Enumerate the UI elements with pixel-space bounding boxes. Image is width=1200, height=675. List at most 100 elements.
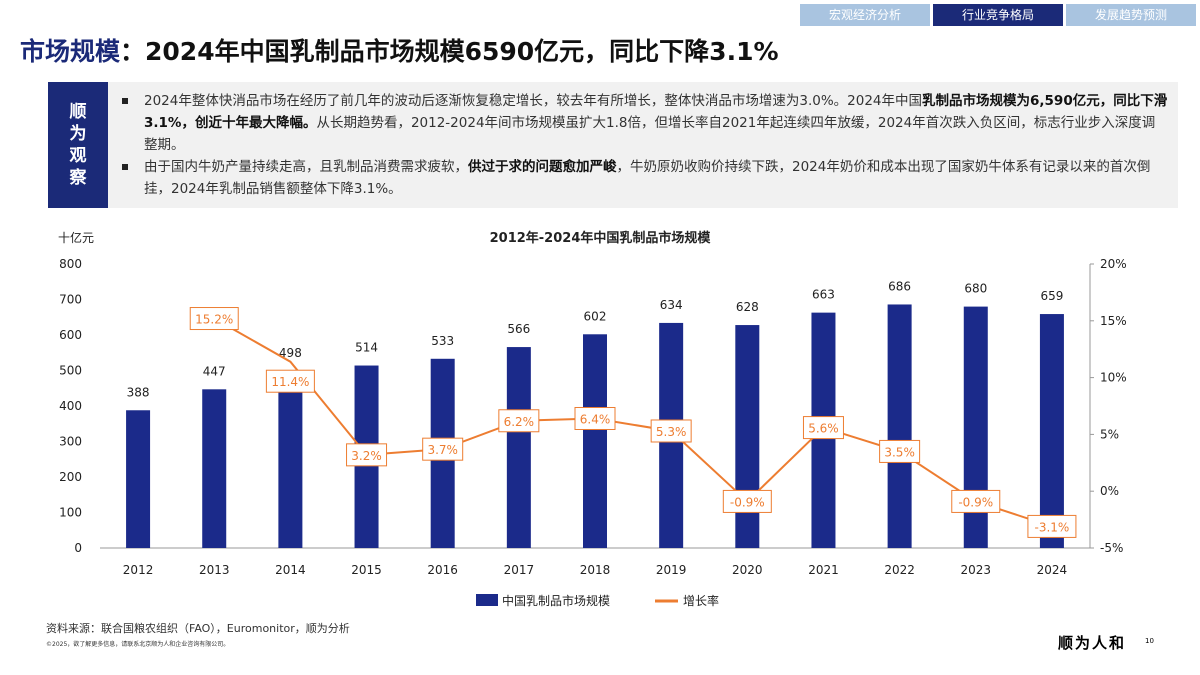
y-tick-label: 600 [59, 328, 82, 342]
x-tick-label: 2019 [656, 563, 687, 577]
tab-trends[interactable]: 发展趋势预测 [1066, 4, 1196, 26]
y-tick-label: 200 [59, 470, 82, 484]
bar-label: 634 [660, 298, 683, 312]
y-axis-label: 十亿元 [58, 230, 94, 245]
growth-label-box [879, 439, 921, 463]
x-tick-label: 2012 [123, 563, 154, 577]
y2-tick-label: 0% [1100, 484, 1119, 498]
growth-label: 3.2% [351, 449, 382, 463]
p2a: 由于国内牛奶产量持续走高，且乳制品消费需求疲软， [144, 159, 468, 175]
bullet-2: 由于国内牛奶产量持续走高，且乳制品消费需求疲软，供过于求的问题愈加严峻，牛奶原奶… [118, 156, 1168, 200]
page-number: 10 [1145, 637, 1154, 645]
y-tick-label: 500 [59, 364, 82, 378]
x-tick-label: 2017 [504, 563, 535, 577]
bar [506, 347, 531, 548]
legend-bar-swatch [476, 594, 498, 606]
copyright: ©2025，欲了解更多信息，请联系北京顺为人和企业咨询有限公司。 [46, 641, 230, 648]
y2-tick-label: 20% [1100, 257, 1127, 271]
y2-tick-label: -5% [1100, 541, 1123, 555]
section-tabs: 宏观经济分析 行业竞争格局 发展趋势预测 [800, 4, 1196, 26]
observation-tag: 顺为观察 [48, 82, 108, 208]
x-tick-label: 2013 [199, 563, 230, 577]
growth-label: -0.9% [958, 495, 993, 509]
x-tick-label: 2014 [275, 563, 306, 577]
y-tick-label: 800 [59, 257, 82, 271]
growth-label: -3.1% [1035, 520, 1070, 534]
y2-tick-label: 5% [1100, 427, 1119, 441]
bar-label: 388 [127, 385, 150, 399]
x-tick-label: 2022 [884, 563, 915, 577]
x-tick-label: 2016 [427, 563, 458, 577]
chart-title: 2012年-2024年中国乳制品市场规模 [490, 230, 712, 246]
y-tick-label: 100 [59, 506, 82, 520]
x-tick-label: 2021 [808, 563, 839, 577]
growth-label: 6.4% [580, 412, 611, 426]
growth-label-box [346, 443, 388, 467]
bar-label: 686 [888, 279, 911, 293]
growth-label-box [574, 406, 616, 430]
y2-tick-label: 10% [1100, 371, 1127, 385]
legend-bar-label: 中国乳制品市场规模 [502, 593, 610, 608]
bar [126, 410, 151, 548]
tab-macro[interactable]: 宏观经济分析 [800, 4, 930, 26]
p2c: ，牛奶原奶收购价持续下跌，2024年奶价和成本出现了国家奶牛体系有记录以来的首次… [144, 159, 1151, 197]
logo: 顺为人和 [1058, 634, 1127, 652]
page-title: 市场规模：2024年中国乳制品市场规模6590亿元，同比下降3.1% [20, 32, 779, 68]
bar-label: 447 [203, 364, 226, 378]
bar [583, 334, 607, 548]
bar-label: 680 [964, 282, 987, 296]
y-tick-label: 400 [59, 399, 82, 413]
growth-label-box [265, 369, 315, 393]
growth-label-box [650, 419, 692, 443]
p2b: 供过于求的问题愈加严峻 [468, 159, 617, 175]
bar [887, 304, 912, 548]
bar-label: 514 [355, 341, 378, 355]
growth-label-box [1027, 514, 1077, 538]
p1c: 从长期趋势看，2012-2024年间市场规模虽扩大1.8倍，但增长率自2021年… [144, 115, 1156, 153]
x-tick-label: 2018 [580, 563, 611, 577]
growth-label: 3.5% [884, 445, 915, 459]
growth-label-box [189, 307, 239, 331]
source-note: 资料来源：联合国粮农组织（FAO），Euromonitor，顺为分析 [46, 622, 350, 635]
growth-label: 5.6% [808, 422, 839, 436]
title-key: 市场规模 [20, 37, 121, 66]
y-tick-label: 300 [59, 435, 82, 449]
growth-label: -0.9% [730, 495, 765, 509]
growth-label: 11.4% [271, 375, 309, 389]
growth-label-box [498, 409, 540, 433]
legend-line-label: 增长率 [683, 593, 719, 608]
growth-label: 6.2% [504, 415, 535, 429]
growth-label: 5.3% [656, 425, 687, 439]
y2-tick-label: 15% [1100, 314, 1127, 328]
bullet-1: 2024年整体快消品市场在经历了前几年的波动后逐渐恢复稳定增长，较去年有所增长，… [118, 90, 1168, 156]
bar-label: 659 [1040, 289, 1063, 303]
observation-box: 顺为观察 2024年整体快消品市场在经历了前几年的波动后逐渐恢复稳定增长，较去年… [48, 82, 1178, 208]
bar-label: 628 [736, 300, 759, 314]
x-tick-label: 2023 [960, 563, 991, 577]
growth-label-box [422, 437, 464, 461]
growth-label-box [722, 489, 772, 513]
bar [735, 325, 760, 548]
growth-label-box [951, 489, 1001, 513]
p1b: 乳制品市场规模为6,590亿元，同比下滑3.1%，创近十年最大降幅。 [144, 93, 1168, 131]
x-tick-label: 2020 [732, 563, 763, 577]
bar-label: 663 [812, 288, 835, 302]
y-tick-label: 0 [74, 541, 82, 555]
bar-label: 602 [584, 309, 607, 323]
bar [202, 389, 227, 548]
chart: 2012年-2024年中国乳制品市场规模 十亿元 0 100 200 300 400 500 6… [58, 230, 1127, 608]
y-tick-label: 700 [59, 293, 82, 307]
growth-label: 15.2% [195, 313, 233, 327]
p1a: 2024年整体快消品市场在经历了前几年的波动后逐渐恢复稳定增长，较去年有所增长，… [144, 93, 923, 109]
bar [1039, 314, 1064, 548]
bar [278, 371, 303, 548]
tab-competition[interactable]: 行业竞争格局 [933, 4, 1063, 26]
growth-label-box [802, 416, 844, 440]
bar-label: 498 [279, 346, 302, 360]
bar-label: 566 [507, 322, 530, 336]
growth-label: 3.7% [427, 443, 458, 457]
bar-label: 533 [431, 334, 454, 348]
x-tick-label: 2024 [1037, 563, 1068, 577]
title-rest: ：2024年中国乳制品市场规模6590亿元，同比下降3.1% [120, 37, 779, 66]
x-tick-label: 2015 [351, 563, 382, 577]
